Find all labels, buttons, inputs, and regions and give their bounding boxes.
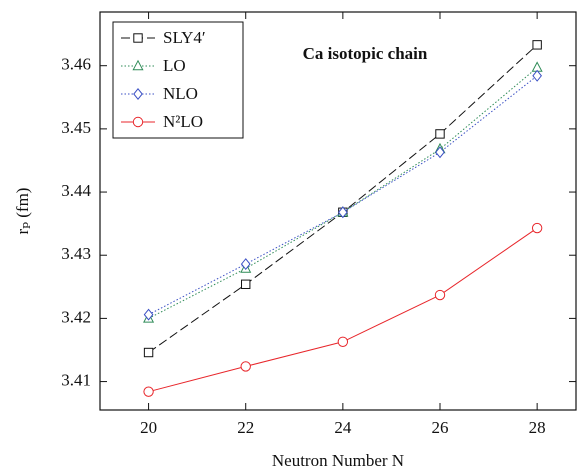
marker: [531, 222, 543, 234]
marker: [240, 258, 251, 271]
marker: [241, 279, 251, 289]
marker: [337, 336, 349, 347]
marker: [240, 361, 251, 372]
legend-marker: [133, 33, 143, 43]
marker: [143, 347, 154, 358]
y-axis-title: rₚ (fm): [13, 188, 32, 235]
series-line: [148, 227, 538, 393]
marker: [143, 308, 154, 321]
series-line: [148, 75, 538, 316]
legend-marker: [132, 116, 144, 128]
annotation: Ca isotopic chain: [303, 44, 428, 63]
y-tick-label: 3.44: [61, 181, 91, 200]
marker: [435, 129, 445, 139]
x-axis-title: Neutron Number N: [272, 451, 404, 470]
legend-label: LO: [163, 56, 186, 75]
marker: [532, 40, 542, 50]
x-tick-label: 24: [334, 418, 352, 437]
legend-label: SLY4′: [163, 28, 206, 47]
marker: [434, 289, 446, 301]
plot-frame: [99, 11, 577, 411]
legend-label: N²LO: [163, 112, 203, 131]
y-tick-label: 3.43: [61, 244, 91, 263]
y-tick-label: 3.42: [61, 307, 91, 326]
marker: [532, 69, 542, 82]
x-tick-label: 28: [529, 418, 546, 437]
y-tick-label: 3.45: [61, 118, 91, 137]
x-tick-label: 20: [140, 418, 157, 437]
x-tick-label: 22: [237, 418, 254, 437]
legend-marker: [133, 88, 143, 100]
y-tick-label: 3.41: [61, 370, 91, 389]
legend-marker: [132, 59, 144, 71]
marker: [338, 206, 348, 219]
y-tick-label: 3.46: [61, 55, 91, 74]
x-tick-label: 26: [432, 418, 449, 437]
legend-label: NLO: [163, 84, 198, 103]
marker: [435, 146, 445, 159]
marker: [143, 386, 154, 397]
